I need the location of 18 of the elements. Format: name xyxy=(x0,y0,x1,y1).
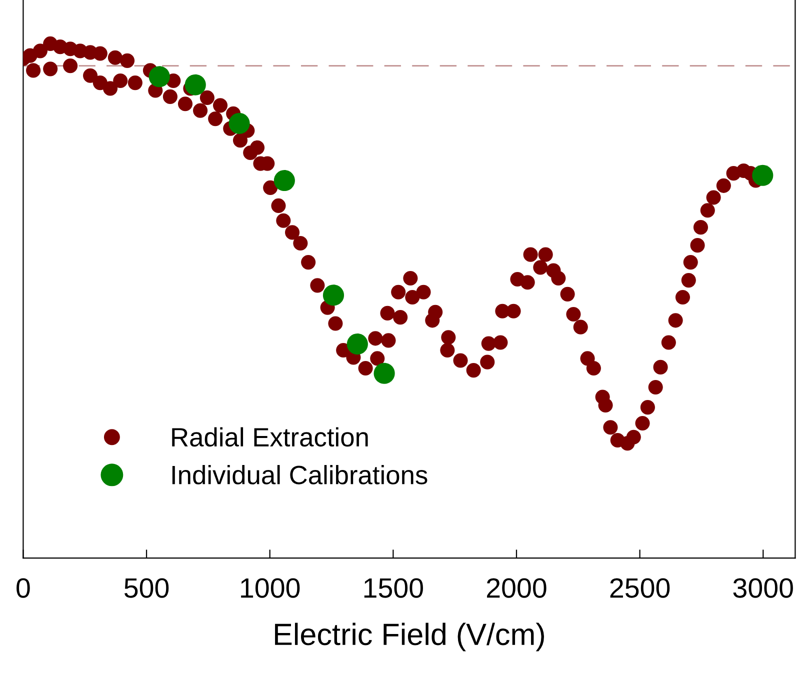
x-tick-label: 0 xyxy=(16,578,30,598)
x-axis-title: Electric Field (V/cm) xyxy=(275,622,544,652)
point xyxy=(752,164,774,186)
point xyxy=(148,66,170,88)
point xyxy=(374,362,395,384)
x-tick-label: 1000 xyxy=(241,578,300,598)
x-tick-label: 2500 xyxy=(610,578,670,598)
point xyxy=(274,170,295,192)
legend-label: Radial Extraction xyxy=(172,427,368,447)
legend-label: Individual Calibrations xyxy=(172,465,428,484)
x-tick-label: 500 xyxy=(124,578,169,598)
x-tick-label: 2000 xyxy=(486,578,546,598)
point xyxy=(322,284,344,306)
point xyxy=(184,74,206,96)
x-tick-label: 1500 xyxy=(364,578,423,598)
point xyxy=(346,334,368,355)
point xyxy=(228,112,250,134)
x-tick-label: 3000 xyxy=(733,578,793,598)
